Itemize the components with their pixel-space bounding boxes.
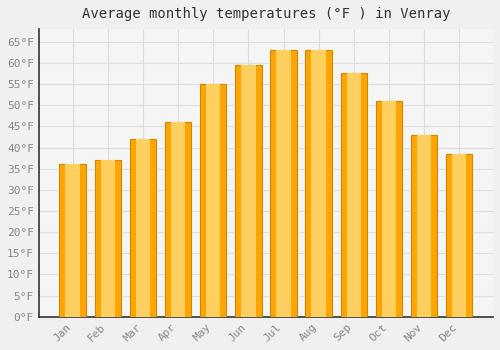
Bar (270, 50, 296, 317)
Bar (340, 74, 367, 317)
Bar (206, 84, 220, 317)
Bar (417, 135, 432, 317)
Bar (446, 154, 472, 317)
Bar (66, 164, 80, 317)
Bar (130, 139, 156, 317)
Bar (312, 50, 326, 317)
Bar (382, 101, 396, 317)
Bar (136, 139, 150, 317)
Bar (235, 65, 262, 317)
Bar (100, 160, 115, 317)
Bar (165, 122, 191, 317)
Bar (452, 154, 466, 317)
Bar (94, 160, 121, 317)
Bar (200, 84, 226, 317)
Bar (276, 50, 291, 317)
Bar (306, 50, 332, 317)
Bar (376, 101, 402, 317)
Bar (171, 122, 186, 317)
Bar (411, 135, 438, 317)
Title: Average monthly temperatures (°F ) in Venray: Average monthly temperatures (°F ) in Ve… (82, 7, 450, 21)
Bar (60, 164, 86, 317)
Bar (346, 74, 361, 317)
Bar (241, 65, 256, 317)
